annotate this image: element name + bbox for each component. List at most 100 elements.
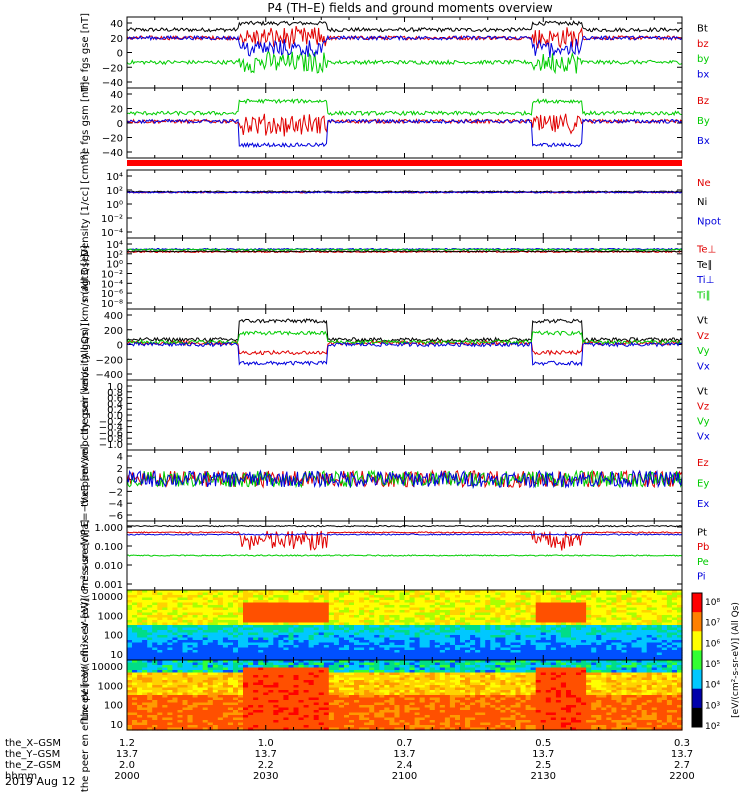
panel-7-ytick: −6 (108, 511, 123, 522)
series-line-Pi (126, 533, 683, 536)
xaxis-row-label: the_X–GSM (5, 738, 61, 749)
xaxis-tick-y_gsm: 13.7 (532, 749, 554, 760)
legend-Ex: Ex (697, 499, 709, 510)
panel-5-ytick: 200 (104, 326, 123, 337)
panel-6: the peer velocity gsm [km/s (All Qs)] 1.0… (80, 323, 710, 507)
series-line-Bz (126, 113, 683, 137)
panel-2-ytick: −40 (102, 148, 123, 159)
legend-Vy: Vy (697, 346, 710, 357)
series-line-by (126, 49, 683, 75)
panel-10-ytick: 10 (110, 720, 123, 731)
panel-6-ytick: 0.6 (107, 394, 123, 405)
xaxis-tick-z_gsm: 2.2 (258, 760, 274, 771)
xaxis-tick-hhmm: 2030 (253, 771, 278, 782)
panel-4-ytick: 10⁻⁶ (101, 289, 123, 300)
series-line-Pb (126, 530, 683, 551)
panel-6-ytick: 1.0 (107, 382, 123, 393)
legend-Pt: Pt (697, 527, 707, 538)
panel-9-ytick: 100 (104, 631, 123, 642)
panel-2-ytick: 20 (110, 105, 123, 116)
series-line-Vt (126, 318, 683, 343)
panel-8: Pressure [nPa] 1.000 0.100 0.010 0.001 Pt Pb Pe… (80, 520, 709, 592)
panel-5-ytick: 0 (117, 341, 123, 352)
panel-10: the peer en eflux eV [eV/(cm²-s-sr-eV)] 1… (80, 598, 683, 792)
legend-Vz: Vz (697, 331, 709, 342)
panel-8-ytick: 0.001 (94, 580, 123, 591)
legend-bx: bx (697, 69, 709, 80)
panel-4-ylabel: magt3 [eV] (80, 245, 91, 302)
series-line-By (126, 98, 683, 117)
legend-Bz: Bz (697, 96, 709, 107)
xaxis-tick-z_gsm: 2.0 (119, 760, 135, 771)
colorbar-tick: 10⁸ (705, 598, 720, 608)
xaxis-row-label: the_Y–GSM (5, 749, 60, 760)
colorbar-tick: 10⁶ (705, 639, 720, 649)
panel-1-ytick: −20 (102, 63, 123, 74)
legend-Vt: Vt (697, 316, 708, 327)
panel-1-ytick: −40 (102, 78, 123, 89)
panel-1: the fgs gse [nT] 40 20 0 −20 −40 Bt bz by bx (80, 13, 709, 92)
panel-6-ytick: 0.8 (107, 388, 123, 399)
panel-7-ytick: −4 (108, 499, 123, 510)
panel-5-ytick: −200 (96, 355, 123, 366)
series-line-Pt (126, 524, 683, 528)
xaxis-tick-hhmm: 2200 (669, 771, 694, 782)
series-line-Te∥ (126, 250, 683, 253)
panel-9: the peir en eflux eV [eV/(cm²-s-sr-eV)] 1… (80, 529, 683, 720)
panel-2-ytick: 40 (110, 90, 123, 101)
legend-Ti∥: Ti∥ (696, 290, 711, 301)
xaxis-tick-hhmm: 2130 (531, 771, 556, 782)
panel-4-ytick: 10⁻⁸ (101, 299, 123, 310)
panel-7-ytick: 2 (117, 464, 123, 475)
panel-5: the peir velocity gsm [km/s (All Qs)] 400… (80, 254, 710, 435)
legend-Vy: Vy (697, 417, 710, 428)
legend-Te∥: Te∥ (696, 260, 713, 271)
panel-3-ytick: 10⁰ (106, 200, 123, 211)
spectrogram-colorbar: 10⁸ 10⁷ 10⁶ 10⁵ 10⁴ 10³ 10² [eV/(cm²-s-sr-eV)] … (691, 592, 741, 732)
panel-10-ylabel: the peer en eflux eV [eV/(cm²-s-sr-eV)] (80, 598, 91, 792)
panel-5-ytick: −400 (96, 370, 123, 381)
xaxis-tick-x_gsm: 0.5 (535, 738, 551, 749)
panel-4-frame (126, 237, 683, 310)
panel-10-ytick: 1000 (98, 681, 123, 692)
series-line-bx (127, 34, 683, 58)
panel-1-ytick: 40 (110, 19, 123, 30)
panel-6-ytick: 0.0 (107, 411, 123, 422)
panel-4-ytick: 10⁴ (106, 240, 123, 251)
series-line-Pe (126, 554, 683, 557)
panel-2-ytick: −20 (102, 134, 123, 145)
date-label: 2019 Aug 12 (5, 775, 75, 788)
legend-Pe: Pe (697, 557, 709, 568)
panel-3-ytick: 10⁻⁴ (101, 228, 123, 239)
panel-6-ytick: −1.0 (99, 440, 123, 451)
legend-Npot: Npot (697, 216, 721, 227)
legend-Te⊥: Te⊥ (696, 245, 716, 256)
panel-4-ytick: 10⁰ (106, 260, 123, 271)
panel-6-ytick: 0.4 (107, 399, 123, 410)
legend-by: by (697, 54, 709, 65)
legend-Vt: Vt (697, 387, 708, 398)
series-line-Bt (126, 20, 683, 33)
panel-1-ytick: 0 (117, 49, 123, 60)
xaxis-tick-z_gsm: 2.7 (674, 760, 690, 771)
colorbar-tick: 10⁷ (705, 619, 720, 629)
panel-8-ytick: 1.000 (94, 523, 123, 534)
legend-Bt: Bt (697, 24, 708, 35)
panel-6-ytick: 0.2 (107, 405, 123, 416)
legend-Ne: Ne (697, 178, 711, 189)
xaxis-tick-hhmm: 2100 (392, 771, 417, 782)
panel-4-ytick: 10⁻⁴ (101, 279, 123, 290)
panel-2-ylabel: the fgs gsm [nT] (80, 82, 91, 165)
panel-7: E=−VxB [mV/m] 420−2−4−6 Ez Ey Ex (80, 444, 709, 527)
panel-8-ylabel: Pressure [nPa] (80, 520, 91, 592)
legend-Pi: Pi (697, 572, 706, 583)
series-line-Ti∥ (127, 248, 683, 251)
legend-bz: bz (697, 39, 709, 50)
panel-6-ylabel: the peer velocity gsm [km/s (All Qs)] (80, 323, 91, 507)
xaxis-tick-y_gsm: 13.7 (671, 749, 693, 760)
legend-Ti⊥: Ti⊥ (696, 275, 714, 286)
xaxis-tick-x_gsm: 0.3 (674, 738, 690, 749)
xaxis-tick-hhmm: 2000 (114, 771, 139, 782)
legend-Vx: Vx (697, 361, 710, 372)
